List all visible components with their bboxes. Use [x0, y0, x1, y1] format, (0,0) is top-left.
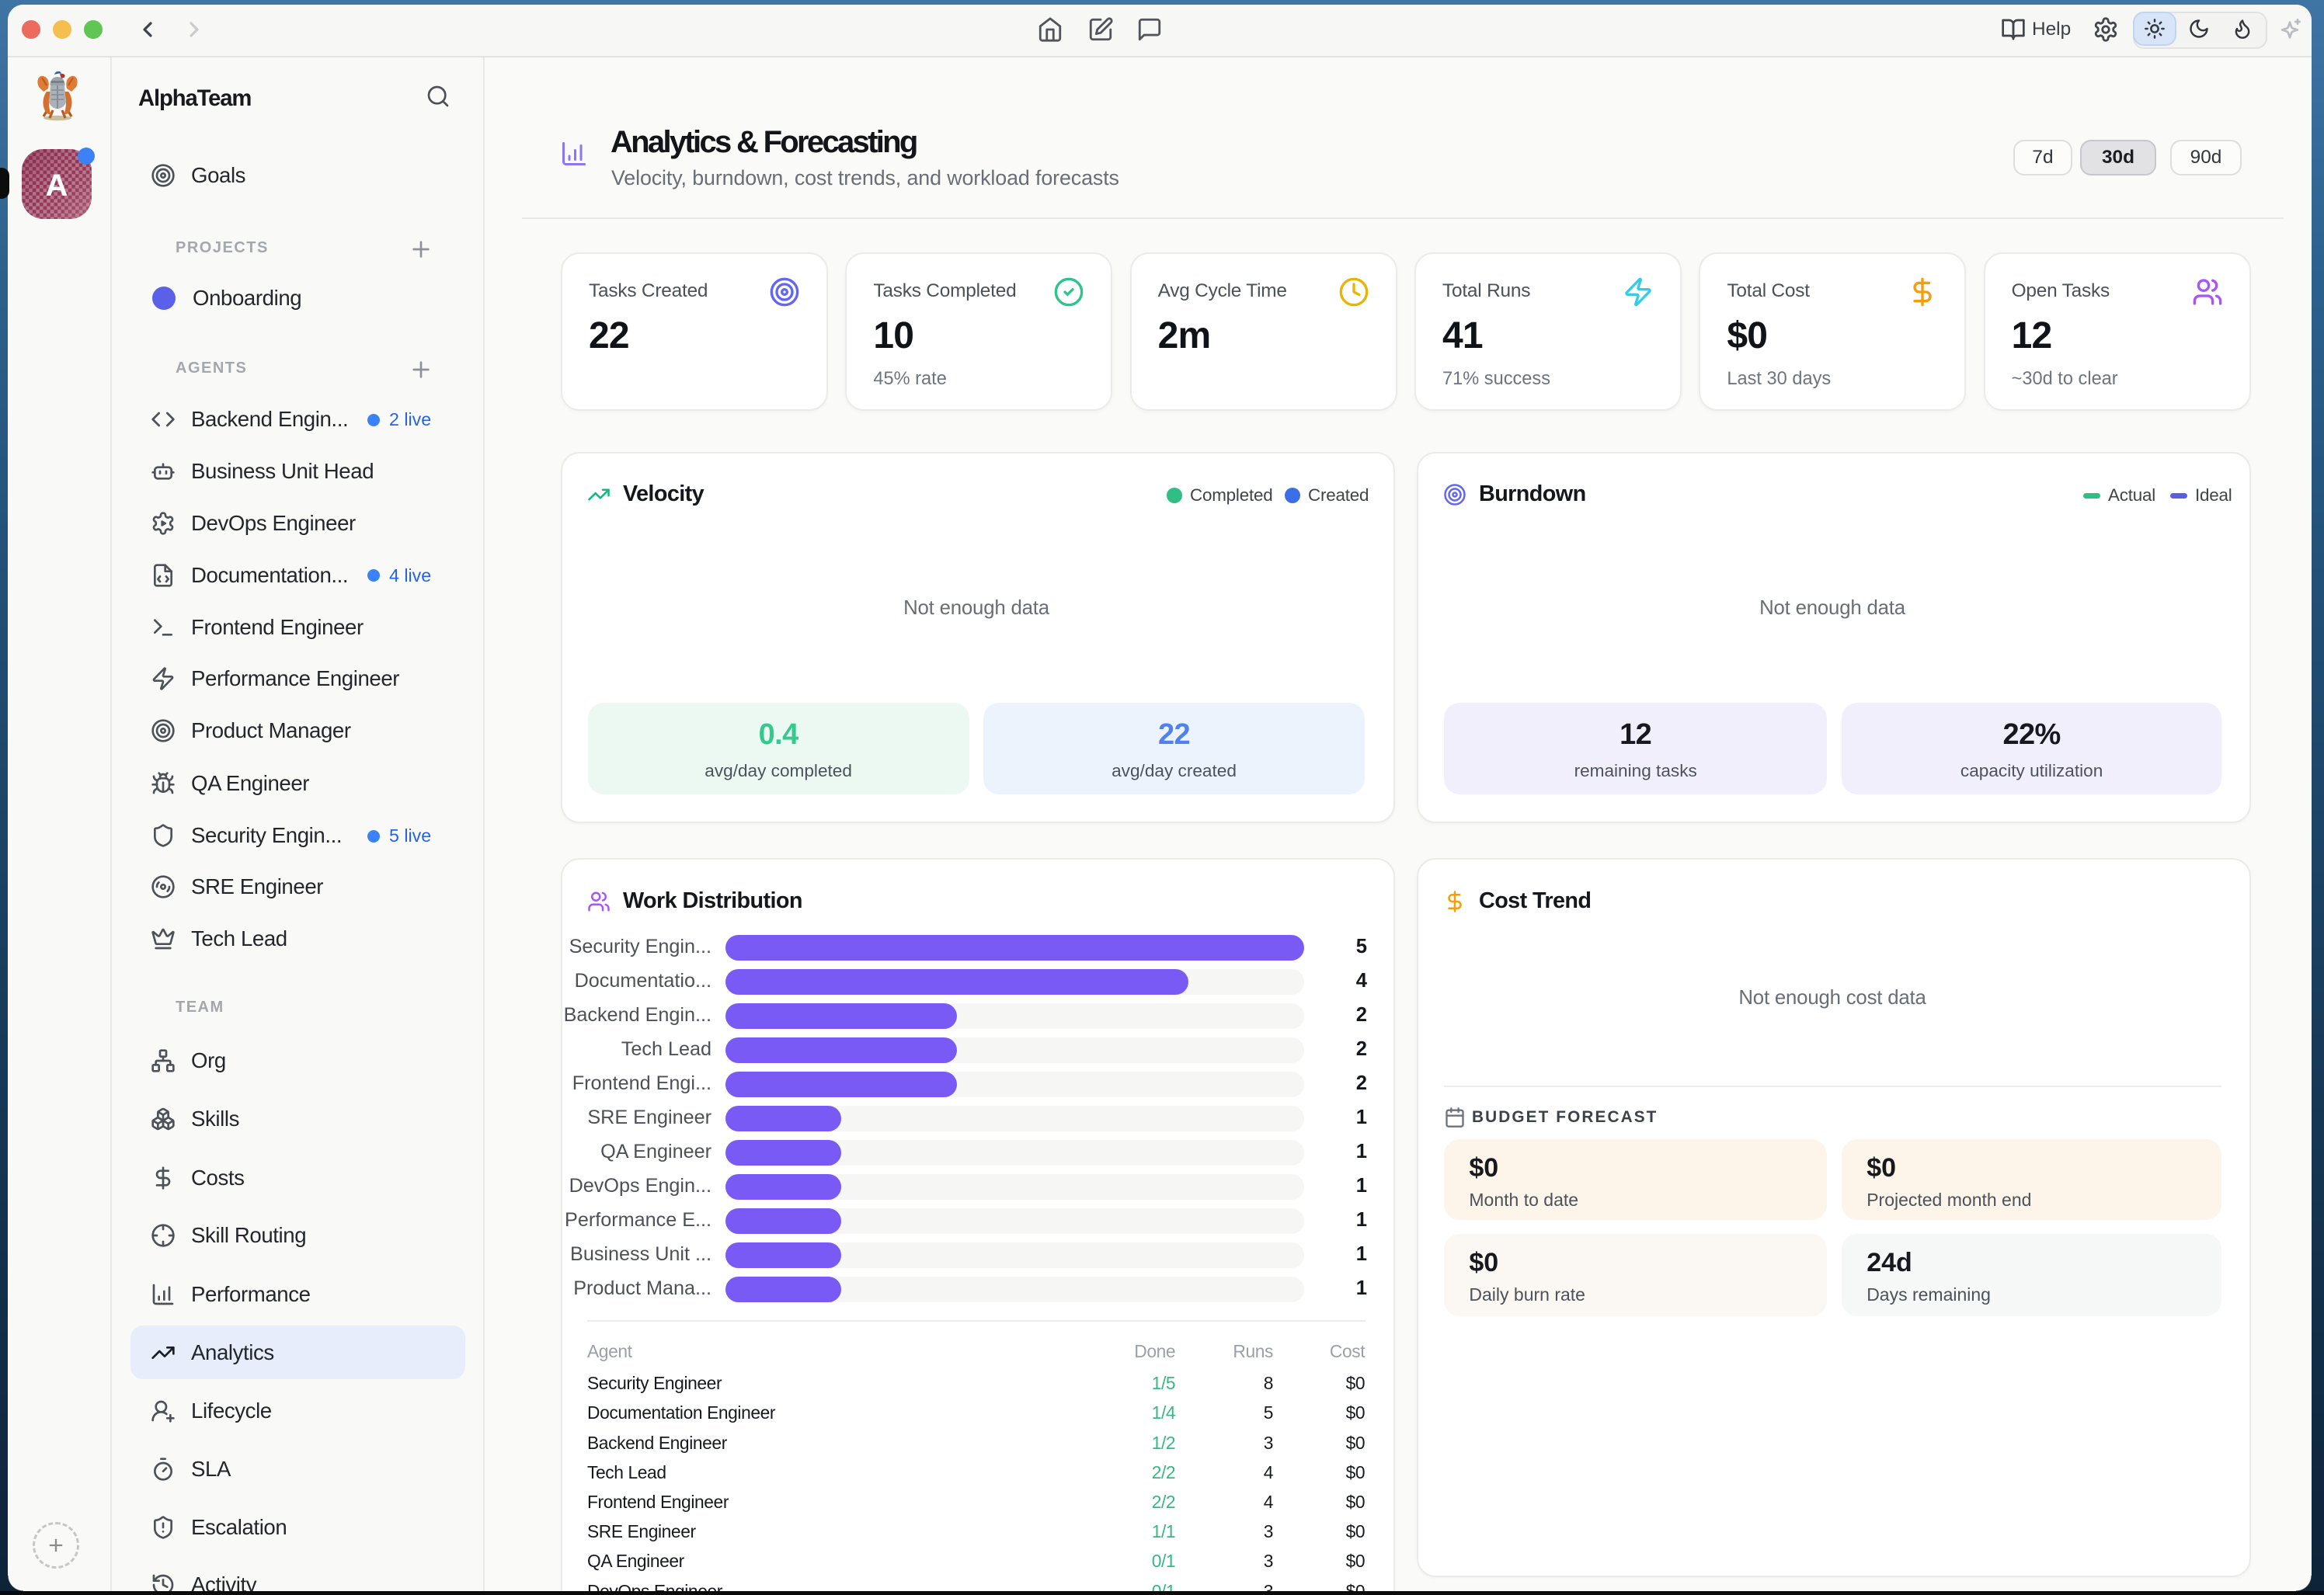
- svg-text:A: A: [46, 169, 68, 203]
